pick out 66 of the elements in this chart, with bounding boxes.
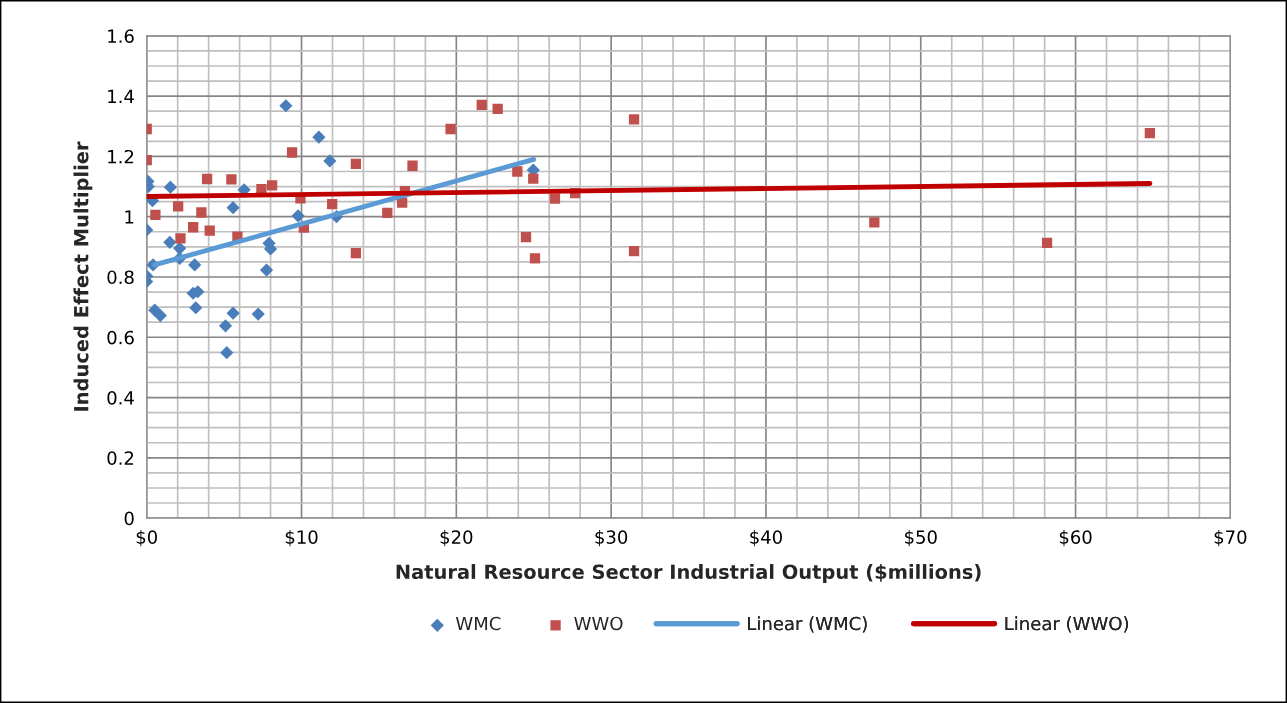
point xyxy=(175,233,186,244)
point xyxy=(291,209,305,223)
point xyxy=(279,99,293,113)
legend-label: Linear (WWO) xyxy=(1005,616,1129,633)
point xyxy=(163,235,177,249)
x-tick-label: $40 xyxy=(750,529,782,547)
point xyxy=(628,245,640,257)
point xyxy=(445,123,456,135)
point xyxy=(549,193,561,204)
point xyxy=(520,232,532,243)
point xyxy=(226,201,240,215)
point xyxy=(512,166,523,177)
y-tick-label: 1.4 xyxy=(108,89,134,103)
point xyxy=(204,225,215,236)
y-tick-label: 0 xyxy=(124,511,134,526)
point xyxy=(218,319,233,333)
x-tick-label: $70 xyxy=(1214,529,1247,547)
legend-label: Linear (WMC) xyxy=(748,616,867,633)
point xyxy=(259,263,274,277)
legend-label: WMC xyxy=(455,616,501,631)
point xyxy=(150,209,161,221)
y-tick-label: 0.8 xyxy=(107,270,134,285)
point xyxy=(350,158,362,170)
point xyxy=(286,147,298,158)
point xyxy=(476,99,487,111)
x-tick-label: $0 xyxy=(136,529,158,547)
point xyxy=(1041,237,1053,249)
y-tick-label: 1.2 xyxy=(108,149,134,164)
point xyxy=(201,173,213,185)
point xyxy=(312,130,326,144)
point xyxy=(529,253,541,264)
point xyxy=(492,103,503,114)
point xyxy=(163,180,177,194)
point xyxy=(350,248,362,259)
point xyxy=(628,114,640,125)
y-tick-label: 0.4 xyxy=(107,391,134,405)
point xyxy=(1144,128,1156,139)
x-tick-label: $30 xyxy=(595,529,628,547)
point xyxy=(172,201,184,212)
y-tick-label: 0.2 xyxy=(107,451,134,465)
point xyxy=(226,306,240,320)
x-tick-label: $20 xyxy=(440,529,473,547)
point xyxy=(189,301,203,315)
point xyxy=(407,160,418,171)
y-tick-label: 1.6 xyxy=(108,29,134,43)
y-tick-label: 0.6 xyxy=(107,330,134,345)
point xyxy=(153,308,167,323)
x-tick-label: $60 xyxy=(1059,529,1092,547)
point xyxy=(528,173,539,184)
x-axis-title: Natural Resource Sector Industrial Output ($millions) xyxy=(396,564,981,583)
point xyxy=(188,222,199,233)
point xyxy=(220,346,234,360)
y-axis-title: Induced Effect Multiplier xyxy=(73,141,93,411)
x-tick-label: $50 xyxy=(905,529,937,547)
y-tick-label: 1 xyxy=(125,210,134,224)
point xyxy=(327,198,338,210)
point xyxy=(196,207,207,218)
legend-label: WWO xyxy=(574,616,623,631)
point xyxy=(382,207,393,218)
point xyxy=(266,180,278,191)
point xyxy=(251,307,265,321)
point xyxy=(226,174,237,185)
x-tick-label: $10 xyxy=(285,529,318,547)
point xyxy=(869,217,880,228)
point xyxy=(188,258,202,272)
point xyxy=(323,154,337,168)
